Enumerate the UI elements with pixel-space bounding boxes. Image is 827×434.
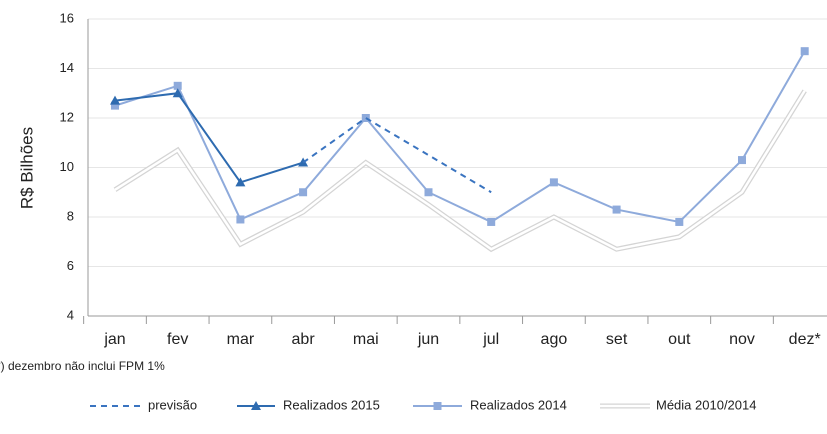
marker bbox=[549, 178, 558, 187]
line bbox=[114, 50, 806, 224]
x-tick-label: nov bbox=[729, 331, 755, 348]
marker bbox=[487, 217, 496, 226]
y-tick-label: 14 bbox=[60, 60, 74, 75]
legend-label: previsão bbox=[148, 397, 197, 412]
x-tick-label: mar bbox=[227, 331, 255, 348]
marker bbox=[361, 114, 370, 122]
marker bbox=[424, 188, 433, 197]
marker bbox=[738, 156, 746, 165]
x-tick-label: dez* bbox=[789, 331, 821, 348]
line bbox=[302, 116, 492, 194]
y-tick-label: 16 bbox=[60, 10, 74, 25]
x-tick-label: ago bbox=[541, 331, 568, 348]
marker bbox=[800, 47, 809, 56]
marker bbox=[675, 217, 684, 226]
marker bbox=[173, 81, 182, 90]
marker bbox=[110, 95, 120, 105]
x-tick-label: out bbox=[668, 331, 691, 348]
legend-label: Média 2010/2014 bbox=[656, 397, 756, 412]
marker bbox=[299, 188, 308, 197]
y-tick-label: 12 bbox=[60, 109, 74, 124]
x-tick-label: set bbox=[606, 331, 628, 348]
legend-marker bbox=[251, 401, 261, 410]
y-tick-label: 4 bbox=[67, 307, 74, 322]
footnote: *) dezembro não inclui FPM 1% bbox=[0, 359, 165, 373]
marker bbox=[236, 215, 245, 224]
marker bbox=[172, 88, 183, 98]
legend-marker bbox=[433, 402, 442, 410]
x-tick-label: jan bbox=[103, 331, 125, 348]
marker bbox=[235, 177, 246, 187]
x-tick-label: abr bbox=[292, 331, 316, 348]
marker bbox=[111, 101, 119, 110]
line bbox=[114, 90, 806, 251]
marker bbox=[612, 205, 621, 214]
line bbox=[114, 92, 304, 184]
y-tick-label: 10 bbox=[60, 159, 74, 174]
x-tick-label: jun bbox=[417, 331, 439, 348]
x-tick-label: mai bbox=[353, 331, 379, 348]
x-tick-label: fev bbox=[167, 331, 188, 348]
y-tick-label: 6 bbox=[67, 258, 74, 273]
legend-label: Realizados 2014 bbox=[470, 397, 567, 412]
y-axis-label: R$ Bilhões bbox=[17, 127, 36, 209]
y-tick-label: 8 bbox=[67, 208, 74, 223]
x-tick-label: jul bbox=[482, 331, 499, 348]
legend-label: Realizados 2015 bbox=[283, 397, 380, 412]
